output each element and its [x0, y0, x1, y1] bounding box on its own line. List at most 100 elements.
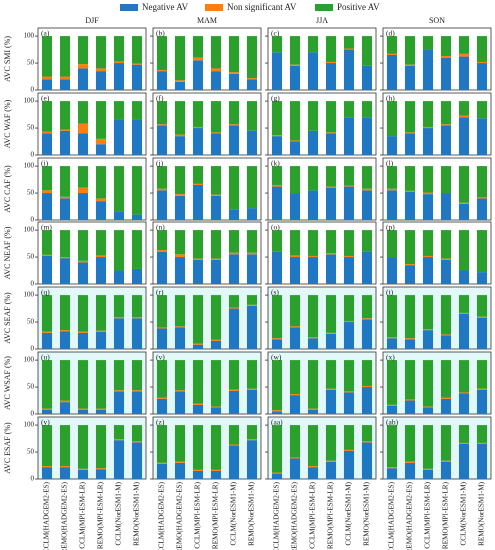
bar-segment	[422, 230, 434, 256]
bar-segment	[343, 257, 355, 284]
bar-segment	[271, 360, 283, 411]
bar-segment	[228, 166, 240, 210]
bar-segment	[59, 400, 71, 403]
panel-frame	[267, 416, 377, 480]
y-tick-label: 50	[27, 448, 35, 456]
bar-segment	[174, 36, 186, 81]
bar-segment	[192, 101, 204, 127]
bar-segment	[271, 251, 283, 284]
bar-segment	[440, 425, 452, 461]
bar-segment	[458, 115, 470, 118]
bar-segment	[289, 193, 301, 220]
y-tick-label: 50	[27, 383, 35, 391]
panel-frame	[37, 416, 147, 480]
panel-label: (k)	[271, 159, 280, 168]
bar-segment	[95, 257, 107, 284]
bar-segment	[440, 56, 452, 58]
bar-segment	[192, 184, 204, 220]
bar-segment	[246, 252, 258, 255]
bar-segment	[156, 251, 168, 284]
bar-segment	[271, 36, 283, 53]
bar-segment	[343, 449, 355, 451]
bar-segment	[192, 60, 204, 90]
x-tick-label: REMO(MPI-ESM-LR)	[212, 481, 220, 549]
y-tick-label: 0	[31, 475, 35, 483]
bar-segment	[440, 335, 452, 349]
bar-segment	[307, 166, 319, 191]
bar-segment	[386, 54, 398, 90]
bar-segment	[228, 389, 240, 391]
bar-segment	[131, 441, 143, 443]
bar-segment	[59, 196, 71, 199]
bar-segment	[289, 255, 301, 258]
bar-segment	[271, 52, 283, 90]
bar-segment	[325, 461, 337, 479]
bar-segment	[192, 259, 204, 284]
bar-segment	[271, 101, 283, 136]
bar-segment	[325, 425, 337, 461]
bar-segment	[77, 166, 89, 188]
bar-segment	[174, 257, 186, 284]
bar-segment	[156, 463, 168, 479]
panel-frame	[382, 286, 492, 350]
bar-segment	[156, 166, 168, 189]
bar-segment	[131, 214, 143, 220]
bar-segment	[440, 101, 452, 125]
bar-segment	[113, 36, 125, 62]
bar-segment	[210, 132, 222, 134]
bar-segment	[113, 295, 125, 318]
bar-segment	[307, 408, 319, 410]
bar-segment	[210, 340, 222, 349]
bar-segment	[156, 462, 168, 464]
x-tick-label: REMO(HADGEM2-ES)	[291, 481, 299, 550]
bar-segment	[246, 230, 258, 253]
column-title: MAM	[197, 16, 217, 25]
bar-segment	[325, 63, 337, 90]
bar-segment	[246, 101, 258, 131]
bar-segment	[361, 385, 373, 388]
bar-segment	[325, 360, 337, 389]
bar-segment	[386, 36, 398, 54]
bar-segment	[77, 331, 89, 333]
bar-segment	[440, 360, 452, 398]
bar-segment	[95, 36, 107, 69]
bar-segment	[404, 36, 416, 65]
bar-segment	[343, 230, 355, 256]
bar-segment	[156, 230, 168, 251]
bar-segment	[192, 126, 204, 129]
bar-segment	[343, 391, 355, 393]
bar-segment	[77, 187, 89, 194]
bar-segment	[246, 78, 258, 80]
bar-segment	[113, 440, 125, 479]
bar-segment	[228, 230, 240, 253]
bar-segment	[271, 184, 283, 187]
bar-segment	[131, 318, 143, 349]
bar-segment	[476, 388, 488, 390]
bar-segment	[458, 443, 470, 479]
bar-segment	[41, 467, 53, 479]
bar-segment	[210, 469, 222, 471]
panel-frame	[382, 92, 492, 156]
bar-segment	[246, 425, 258, 440]
bar-segment	[343, 322, 355, 349]
bar-segment	[325, 61, 337, 64]
bar-segment	[386, 338, 398, 349]
panel-frame	[152, 221, 262, 285]
bar-segment	[192, 344, 204, 349]
y-tick-label: 100	[24, 226, 35, 234]
bar-segment	[458, 230, 470, 271]
bar-segment	[271, 472, 283, 474]
bar-segment	[289, 326, 301, 328]
bar-segment	[289, 295, 301, 327]
bar-segment	[325, 253, 337, 255]
bar-segment	[458, 56, 470, 90]
x-tick-label: REMO(NorESM1-M)	[363, 481, 371, 545]
bar-segment	[289, 457, 301, 459]
bar-segment	[422, 49, 434, 90]
bar-segment	[422, 329, 434, 331]
bar-segment	[246, 295, 258, 305]
bar-segment	[343, 49, 355, 90]
bar-segment	[404, 230, 416, 265]
y-tick-label: 50	[27, 59, 35, 67]
bar-segment	[325, 295, 337, 333]
